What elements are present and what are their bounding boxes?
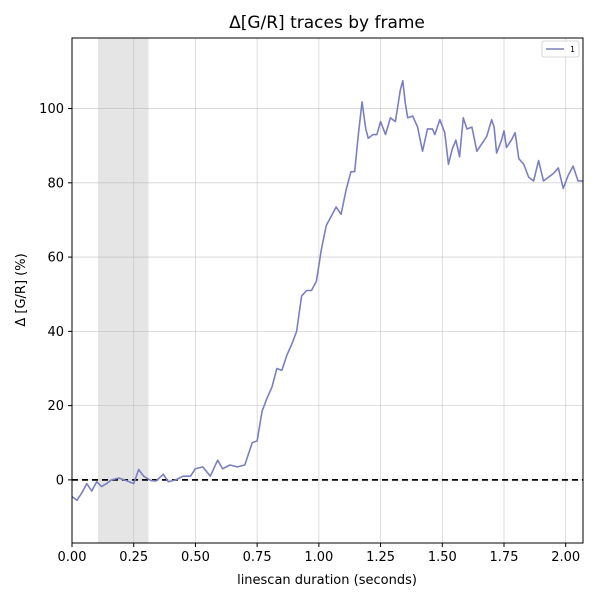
legend: 1 — [541, 40, 580, 58]
chart-title: Δ[G/R] traces by frame — [229, 13, 425, 33]
x-axis-label: linescan duration (seconds) — [237, 573, 417, 588]
x-tick-label: 1.50 — [428, 550, 457, 565]
x-tick-label: 1.25 — [366, 550, 395, 565]
x-tick-label: 1.00 — [304, 550, 333, 565]
shaded-region — [97, 38, 149, 543]
x-tick-label: 0.50 — [181, 550, 210, 565]
x-tick-label: 0.00 — [58, 550, 87, 565]
x-tick-label: 0.25 — [119, 550, 148, 565]
y-tick-label: 0 — [56, 473, 64, 488]
plot-area: 0.00 0.25 0.50 0.75 1.00 1.25 1.50 1.75 2.00 0 20 4… — [39, 37, 584, 565]
x-tick-label: 0.75 — [243, 550, 272, 565]
series-line — [71, 79, 583, 502]
y-axis-label: Δ [G/R] (%) — [14, 253, 29, 326]
y-tick-label: 100 — [39, 102, 64, 117]
x-tick-label: 1.75 — [490, 550, 519, 565]
plot-frame — [71, 37, 584, 544]
y-tick-label: 20 — [47, 399, 64, 414]
legend-label: 1 — [570, 45, 575, 54]
x-tick-label: 2.00 — [551, 550, 580, 565]
y-tick-label: 60 — [47, 251, 64, 266]
y-tick-label: 40 — [47, 325, 64, 340]
y-tick-label: 80 — [47, 176, 64, 191]
